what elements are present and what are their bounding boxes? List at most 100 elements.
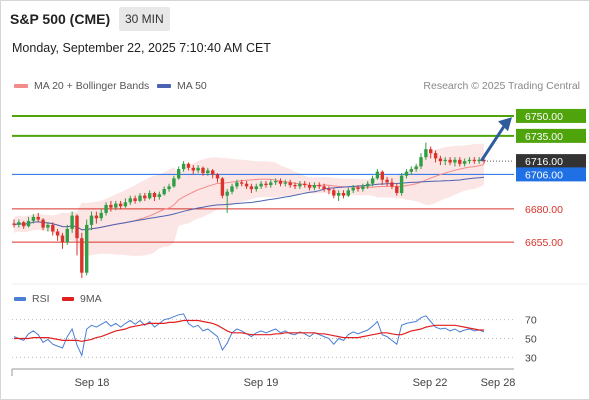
candle-body: [332, 190, 336, 196]
price-label-text: 6750.00: [525, 111, 563, 123]
candle-body: [143, 195, 147, 199]
rsi-ma-swatch: [62, 297, 74, 301]
candle-body: [288, 182, 292, 186]
candle-body: [215, 174, 220, 179]
candle-body: [322, 186, 326, 190]
price-label-box: [516, 128, 586, 143]
candle-body: [46, 224, 50, 228]
legend-ma20: MA 20 + Bollinger Bands: [14, 80, 149, 92]
candle-body: [172, 178, 176, 187]
candle-body: [443, 159, 447, 162]
rsi-tick-50: 50: [525, 334, 537, 346]
ma50-line: [13, 176, 485, 231]
ma20-swatch: [14, 84, 28, 88]
price-label-text: 6680.00: [525, 204, 563, 216]
legend-rsi-ma: 9MA: [62, 293, 102, 305]
candle-body: [201, 167, 205, 174]
candle-body: [346, 190, 350, 196]
candle-body: [148, 193, 152, 199]
rsi-line: [13, 313, 485, 358]
candle-body: [414, 166, 418, 170]
candle-body: [104, 204, 108, 213]
candle-body: [409, 169, 413, 172]
candle-body: [249, 186, 254, 190]
price-label-text: 6735.00: [525, 131, 563, 143]
candle-body: [75, 215, 79, 239]
x-tick-label: Sep 22: [413, 377, 448, 389]
price-label-pivot-6706.00: 6706.00: [516, 167, 586, 182]
candle-body: [380, 171, 384, 180]
candle-body: [114, 203, 118, 208]
forecast-arrow-head: [498, 117, 512, 132]
candle-body: [109, 204, 113, 208]
candle-body: [181, 163, 186, 170]
candle-body: [123, 202, 128, 207]
candle-body: [240, 182, 244, 184]
candle-body: [361, 186, 365, 190]
candle-body: [41, 219, 45, 228]
candle-body: [65, 228, 69, 243]
candle-body: [467, 159, 472, 162]
candle-body: [191, 167, 195, 171]
candle-body: [341, 193, 346, 196]
price-label-support-6655.00: 6655.00: [525, 237, 563, 249]
candle-body: [462, 161, 467, 164]
price-label-text: 6706.00: [525, 169, 563, 181]
candle-body: [157, 194, 162, 197]
candle-body: [298, 183, 302, 187]
candle-body: [307, 185, 312, 188]
candle-body: [36, 216, 40, 220]
candle-body: [186, 163, 191, 168]
candle-body: [429, 149, 433, 154]
candle-body: [22, 222, 26, 227]
price-label-resistance-6735.00: 6735.00: [516, 128, 586, 143]
candle-body: [477, 159, 481, 162]
timeframe-badge[interactable]: 30 MIN: [119, 7, 170, 31]
candle-body: [138, 195, 142, 201]
candle-body: [453, 159, 457, 163]
candle-body: [356, 187, 360, 189]
candle-body: [55, 231, 60, 236]
x-tick-label: Sep 18: [75, 377, 110, 389]
candle-body: [133, 198, 137, 201]
candle-body: [51, 224, 55, 232]
instrument-title: S&P 500 (CME): [10, 11, 111, 27]
candle-body: [293, 185, 297, 187]
price-label-text: 6716.00: [525, 156, 563, 168]
candle-body: [278, 181, 283, 184]
x-tick-label: Sep 19: [244, 377, 279, 389]
candle-body: [230, 186, 234, 192]
candle-body: [283, 182, 287, 184]
candle-body: [26, 220, 31, 227]
candle-body: [419, 157, 423, 167]
candle-body: [89, 215, 94, 225]
legend-ma20-label: MA 20 + Bollinger Bands: [34, 80, 150, 92]
candle-body: [370, 178, 375, 184]
candle-body: [472, 159, 476, 162]
price-label-box: [516, 167, 586, 182]
candle-body: [458, 159, 462, 164]
candle-body: [327, 189, 331, 191]
candle-body: [438, 158, 443, 162]
candle-body: [317, 185, 321, 187]
forecast-arrow-shaft: [480, 121, 508, 162]
candle-body: [448, 159, 452, 163]
candle-body: [162, 189, 166, 195]
candle-body: [94, 215, 99, 219]
candle-body: [269, 182, 273, 186]
price-label-current-6716.00: 6716.00: [516, 154, 586, 169]
candle-body: [482, 159, 486, 162]
candle-body: [206, 170, 210, 174]
price-label-text: 6655.00: [525, 237, 563, 249]
rsi-tick-70: 70: [525, 315, 537, 327]
rsi-tick-30: 30: [525, 352, 537, 364]
price-label-support-6680.00: 6680.00: [525, 204, 563, 216]
legend-rsi-label: RSI: [32, 293, 50, 305]
rsi-ma-line: [14, 319, 484, 342]
candle-body: [404, 171, 409, 176]
candle-body: [31, 216, 36, 221]
candle-body: [99, 212, 103, 219]
candle-body: [70, 215, 74, 229]
legend-rsi: RSI: [14, 293, 50, 305]
